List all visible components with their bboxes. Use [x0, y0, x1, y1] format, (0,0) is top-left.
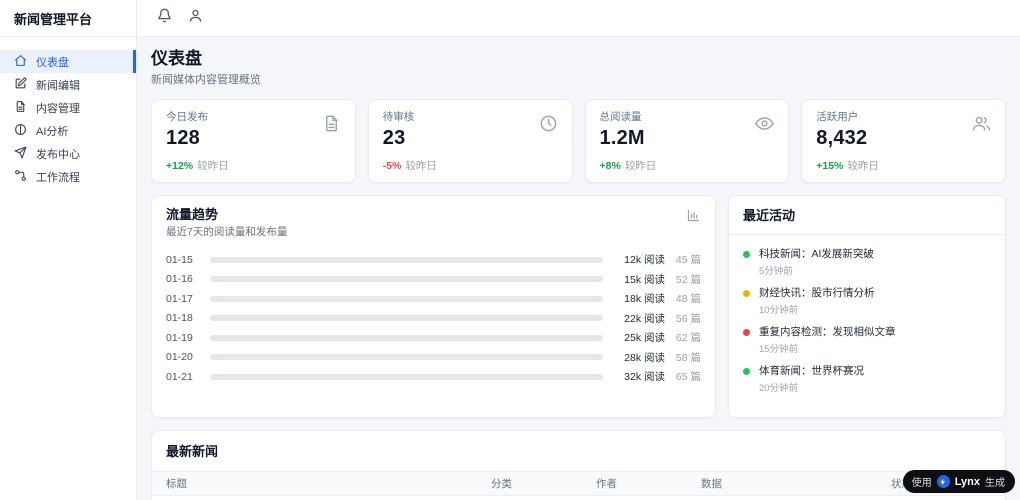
badge-prefix: 使用	[911, 478, 932, 489]
sidebar-item-news-edit[interactable]: 新闻编辑	[0, 73, 136, 96]
stat-change: +12% 较昨日	[166, 160, 229, 172]
sidebar-item-workflow[interactable]: 工作流程	[0, 165, 136, 188]
sidebar-item-label: 新闻编辑	[36, 79, 80, 92]
status-dot	[743, 329, 750, 336]
sidebar-item-label: 发布中心	[36, 148, 80, 161]
news-title: 最新新闻	[166, 444, 219, 459]
bell-icon[interactable]	[157, 8, 172, 28]
stat-change: +8% 较昨日	[599, 160, 657, 172]
traffic-row: 01-20 28k 阅读 58 篇	[166, 351, 701, 364]
bar-chart-icon	[686, 208, 701, 223]
activity-list: 科技新闻：AI发展新突破 5分钟前 财经快讯：股市行情分析 10分钟前 重复内容检测…	[729, 235, 1005, 417]
stats-row: 今日发布 128 +12% 较昨日 待审核 23 -5% 较昨日 总阅读量 1.2M…	[151, 99, 1006, 183]
activity-header: 最近活动	[729, 196, 1005, 235]
recent-activity-card: 最近活动 科技新闻：AI发展新突破 5分钟前 财经快讯：股市行情分析 10分钟前	[728, 195, 1006, 418]
stat-card-active-users: 活跃用户 8,432 +15% 较昨日	[801, 99, 1006, 183]
main-content: 仪表盘 新闻媒体内容管理概览 今日发布 128 +12% 较昨日 待审核 23 -…	[137, 37, 1020, 500]
traffic-row: 01-21 32k 阅读 65 篇	[166, 370, 701, 384]
sidebar-item-content-mgmt[interactable]: 内容管理	[0, 96, 136, 119]
table-header: 标题 分类 作者 数据 状态	[152, 471, 1005, 496]
bar-track	[210, 295, 603, 302]
col-author: 作者	[596, 478, 617, 490]
col-title: 标题	[166, 478, 187, 490]
lynx-generator-badge[interactable]: 使用 Lynx 生成	[902, 470, 1015, 493]
activity-item[interactable]: 重复内容检测：发现相似文章 15分钟前	[743, 326, 991, 355]
topbar	[137, 0, 1020, 37]
stat-change: +15% 较昨日	[816, 160, 879, 172]
page-title: 仪表盘	[151, 49, 202, 68]
stat-change: -5% 较昨日	[382, 160, 437, 172]
stat-label: 待审核	[382, 111, 415, 123]
status-dot	[743, 290, 750, 297]
stat-label: 活跃用户	[816, 111, 859, 123]
stat-value: 1.2M	[599, 127, 645, 149]
user-icon[interactable]	[188, 8, 203, 28]
sidebar-item-dashboard[interactable]: 仪表盘	[0, 50, 136, 73]
send-icon	[14, 146, 27, 162]
eye-icon	[755, 114, 775, 133]
table-row[interactable]: 人工智能技术在医疗领域的突破性应用 2小时前 科技 张记者 1234 56 已发…	[152, 496, 1005, 500]
bar-track	[210, 256, 603, 263]
lynx-logo-icon	[936, 475, 950, 488]
app-title: 新闻管理平台	[14, 11, 93, 27]
traffic-trend-card: 流量趋势 最近7天的阅读量和发布量 01-15 12k 阅读 45 篇 01-16 1…	[151, 195, 716, 418]
clock-icon	[539, 114, 558, 133]
sidebar-item-ai-analysis[interactable]: AI分析	[0, 119, 136, 142]
status-dot	[743, 368, 750, 375]
stat-value: 8,432	[816, 127, 868, 149]
activity-item[interactable]: 体育新闻：世界杯赛况 20分钟前	[743, 365, 991, 394]
sidebar: 新闻管理平台 仪表盘 新闻编辑 内容管理 AI分析 发布中心	[0, 0, 137, 500]
sidebar-item-label: AI分析	[36, 125, 69, 138]
bar-track	[210, 354, 603, 361]
stat-label: 今日发布	[166, 111, 208, 123]
sidebar-item-publish-center[interactable]: 发布中心	[0, 142, 136, 165]
status-dot	[743, 251, 750, 258]
col-category: 分类	[491, 478, 512, 490]
activity-item[interactable]: 科技新闻：AI发展新突破 5分钟前	[743, 248, 991, 277]
news-header: 最新新闻	[152, 431, 1005, 471]
sidebar-menu: 仪表盘 新闻编辑 内容管理 AI分析 发布中心 工作流程	[0, 37, 136, 188]
sidebar-item-label: 内容管理	[36, 102, 80, 115]
traffic-row: 01-16 15k 阅读 52 篇	[166, 273, 701, 286]
badge-suffix: 生成	[985, 478, 1005, 489]
stat-card-today-published: 今日发布 128 +12% 较昨日	[151, 99, 356, 183]
traffic-bar-chart: 01-15 12k 阅读 45 篇 01-16 15k 阅读 52 篇 01-17 18k…	[166, 250, 701, 387]
bar-track	[210, 315, 603, 322]
traffic-subtitle: 最近7天的阅读量和发布量	[166, 226, 288, 238]
badge-brand: Lynx	[954, 475, 980, 488]
workflow-icon	[14, 169, 27, 185]
stat-card-total-reads: 总阅读量 1.2M +8% 较昨日	[584, 99, 790, 183]
ai-icon	[14, 123, 27, 139]
stat-label: 总阅读量	[599, 111, 642, 123]
sidebar-item-label: 工作流程	[36, 171, 80, 184]
traffic-row: 01-17 18k 阅读 48 篇	[166, 292, 701, 306]
sidebar-header: 新闻管理平台	[0, 0, 136, 37]
users-icon	[972, 114, 991, 133]
col-data: 数据	[701, 478, 722, 490]
traffic-row: 01-19 25k 阅读 62 篇	[166, 331, 701, 345]
traffic-row: 01-15 12k 阅读 45 篇	[166, 253, 701, 267]
stat-value: 23	[382, 127, 406, 149]
latest-news-card: 最新新闻 标题 分类 作者 数据 状态 人工智能技术在医疗领域的突破性应用 2小…	[151, 430, 1006, 500]
home-icon	[14, 54, 27, 70]
traffic-title: 流量趋势	[166, 207, 219, 222]
bar-track	[210, 334, 603, 341]
bar-track	[210, 276, 603, 283]
traffic-row: 01-18 22k 阅读 56 篇	[166, 312, 701, 325]
sidebar-item-label: 仪表盘	[36, 56, 69, 69]
bar-track	[210, 373, 603, 380]
document-icon	[14, 100, 27, 116]
page-subtitle: 新闻媒体内容管理概览	[151, 74, 261, 86]
stat-value: 128	[166, 127, 200, 149]
activity-title: 最近活动	[743, 208, 796, 223]
document-icon	[322, 114, 341, 133]
activity-item[interactable]: 财经快讯：股市行情分析 10分钟前	[743, 287, 991, 316]
edit-icon	[14, 77, 27, 93]
stat-card-pending-review: 待审核 23 -5% 较昨日	[367, 99, 573, 183]
